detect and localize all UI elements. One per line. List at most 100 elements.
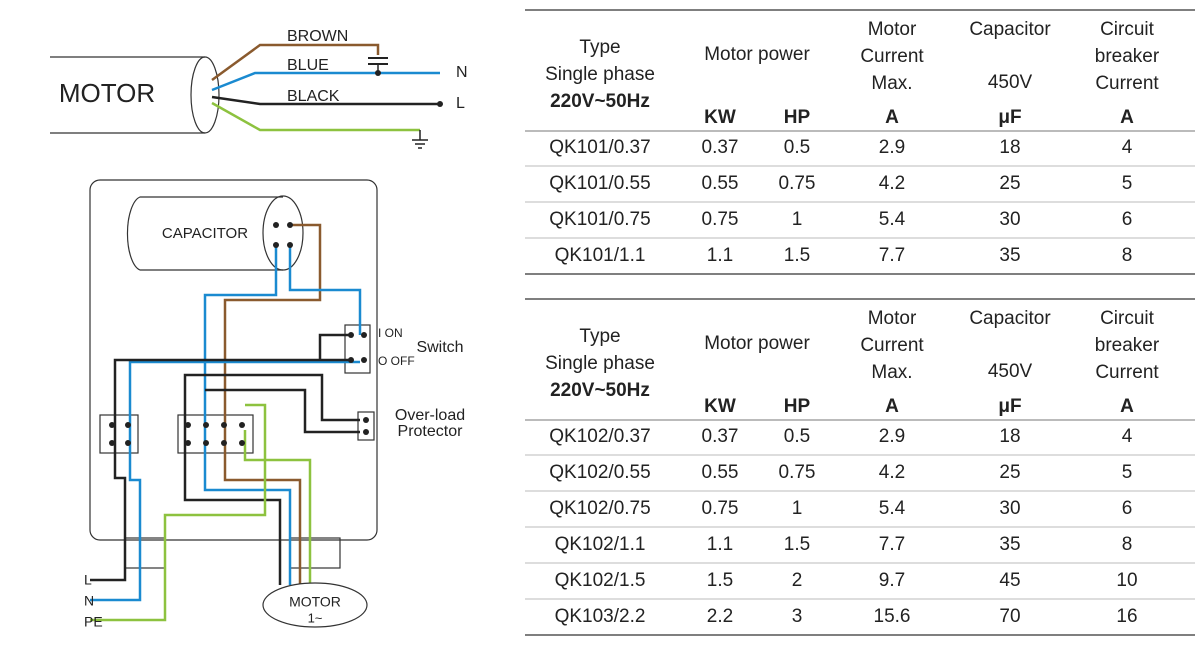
current-header: Current bbox=[860, 335, 924, 356]
spec-tables: Type Single phase 220V~50Hz Motor power Moto… bbox=[525, 9, 1195, 636]
current-header: Max. bbox=[871, 362, 912, 383]
table-cell: 6 bbox=[1122, 498, 1133, 519]
table-cell: 70 bbox=[999, 606, 1020, 627]
lead-label: L bbox=[84, 572, 92, 588]
unit-header: HP bbox=[784, 396, 811, 417]
green-wire bbox=[211, 101, 420, 132]
overload-label: Protector bbox=[398, 423, 464, 440]
terminal-dots bbox=[109, 222, 369, 446]
table-cell: 0.75 bbox=[779, 462, 816, 483]
capacitor-header: Capacitor bbox=[969, 308, 1051, 329]
table-cell: 2.9 bbox=[879, 137, 905, 158]
motor-wiring-top: MOTOR BROWN BLUE BLACK N L bbox=[50, 28, 468, 149]
junction bbox=[437, 101, 443, 107]
overload-box bbox=[357, 411, 375, 441]
table-cell: QK102/0.75 bbox=[549, 498, 650, 519]
motor-end bbox=[190, 56, 220, 134]
table-cell: QK102/0.55 bbox=[549, 462, 650, 483]
breaker-header: breaker bbox=[1095, 46, 1160, 67]
blue-wire bbox=[90, 360, 360, 602]
table-cell: 25 bbox=[999, 462, 1020, 483]
table-cell: 0.5 bbox=[784, 426, 810, 447]
table-cell: QK102/1.1 bbox=[555, 534, 646, 555]
table-cell: 7.7 bbox=[879, 245, 905, 266]
wire-label: BLUE bbox=[287, 57, 329, 74]
table-cell: 8 bbox=[1122, 534, 1133, 555]
green-wire bbox=[90, 403, 267, 622]
capacitor-header: Capacitor bbox=[969, 19, 1051, 40]
table-cell: 25 bbox=[999, 173, 1020, 194]
black-wire bbox=[211, 95, 440, 106]
unit-header: A bbox=[885, 107, 899, 128]
switch-box bbox=[344, 324, 371, 374]
switch-off-label: O OFF bbox=[378, 354, 415, 368]
motor-power-header: Motor power bbox=[704, 44, 810, 65]
table-cell: 1.1 bbox=[707, 534, 733, 555]
black-wire bbox=[90, 358, 350, 582]
table-cell: 18 bbox=[999, 426, 1020, 447]
blue-wire bbox=[288, 245, 362, 335]
table-cell: 16 bbox=[1116, 606, 1137, 627]
switch-on-label: I ON bbox=[378, 326, 403, 340]
table-cell: 10 bbox=[1116, 570, 1137, 591]
table-cell: 0.5 bbox=[784, 137, 810, 158]
type-header: 220V~50Hz bbox=[550, 91, 650, 112]
table-cell: 30 bbox=[999, 209, 1020, 230]
control-box-diagram: CAPACITOR MOTOR 1~ I ON O OFF Switch Ove… bbox=[84, 179, 465, 630]
table-cell: 30 bbox=[999, 498, 1020, 519]
table-cell: 35 bbox=[999, 534, 1020, 555]
box-foot bbox=[124, 537, 166, 569]
table-cell: QK101/0.75 bbox=[549, 209, 650, 230]
current-header: Max. bbox=[871, 73, 912, 94]
table-cell: 8 bbox=[1122, 245, 1133, 266]
table-cell: 0.37 bbox=[702, 137, 739, 158]
table-cell: 0.37 bbox=[702, 426, 739, 447]
table-cell: 4 bbox=[1122, 426, 1133, 447]
unit-header: KW bbox=[704, 107, 736, 128]
breaker-header: Circuit bbox=[1100, 308, 1155, 329]
lead-label: PE bbox=[84, 614, 103, 630]
table-cell: 3 bbox=[792, 606, 803, 627]
black-wire bbox=[183, 373, 360, 585]
table-cell: 4.2 bbox=[879, 462, 905, 483]
unit-header: HP bbox=[784, 107, 811, 128]
table-cell: 45 bbox=[999, 570, 1020, 591]
terminal-label: L bbox=[456, 95, 465, 112]
table-cell: 0.75 bbox=[702, 209, 739, 230]
table-cell: QK101/0.55 bbox=[549, 173, 650, 194]
terminal-label: N bbox=[456, 64, 468, 81]
box-foot bbox=[289, 537, 341, 569]
capacitor-header: 450V bbox=[988, 72, 1033, 93]
table-cell: 2 bbox=[792, 570, 803, 591]
table-cell: 0.55 bbox=[702, 173, 739, 194]
unit-header: KW bbox=[704, 396, 736, 417]
table-cell: QK102/0.37 bbox=[549, 426, 650, 447]
junction bbox=[375, 70, 381, 76]
capacitor-label: CAPACITOR bbox=[162, 225, 248, 242]
table-cell: 5.4 bbox=[879, 498, 906, 519]
unit-header: A bbox=[1120, 107, 1134, 128]
type-header: 220V~50Hz bbox=[550, 380, 650, 401]
table-cell: 1.5 bbox=[784, 245, 810, 266]
overload-label: Over-load bbox=[395, 407, 465, 424]
table-cell: 5.4 bbox=[879, 209, 906, 230]
blue-wire bbox=[203, 245, 292, 585]
capacitor-body bbox=[126, 196, 283, 271]
black-wire bbox=[205, 388, 360, 434]
table-cell: 6 bbox=[1122, 209, 1133, 230]
brown-wire bbox=[211, 43, 380, 82]
table-cell: 0.55 bbox=[702, 462, 739, 483]
type-header: Single phase bbox=[545, 64, 655, 85]
unit-header: A bbox=[1120, 396, 1134, 417]
table-cell: 15.6 bbox=[874, 606, 911, 627]
breaker-header: Circuit bbox=[1100, 19, 1155, 40]
table-cell: 0.75 bbox=[702, 498, 739, 519]
type-header: Type bbox=[579, 37, 620, 58]
table-cell: 1.5 bbox=[707, 570, 733, 591]
capacitor-end bbox=[262, 195, 304, 271]
table-cell: 4.2 bbox=[879, 173, 905, 194]
unit-header: A bbox=[885, 396, 899, 417]
table-cell: 35 bbox=[999, 245, 1020, 266]
lead-label: N bbox=[84, 593, 94, 609]
